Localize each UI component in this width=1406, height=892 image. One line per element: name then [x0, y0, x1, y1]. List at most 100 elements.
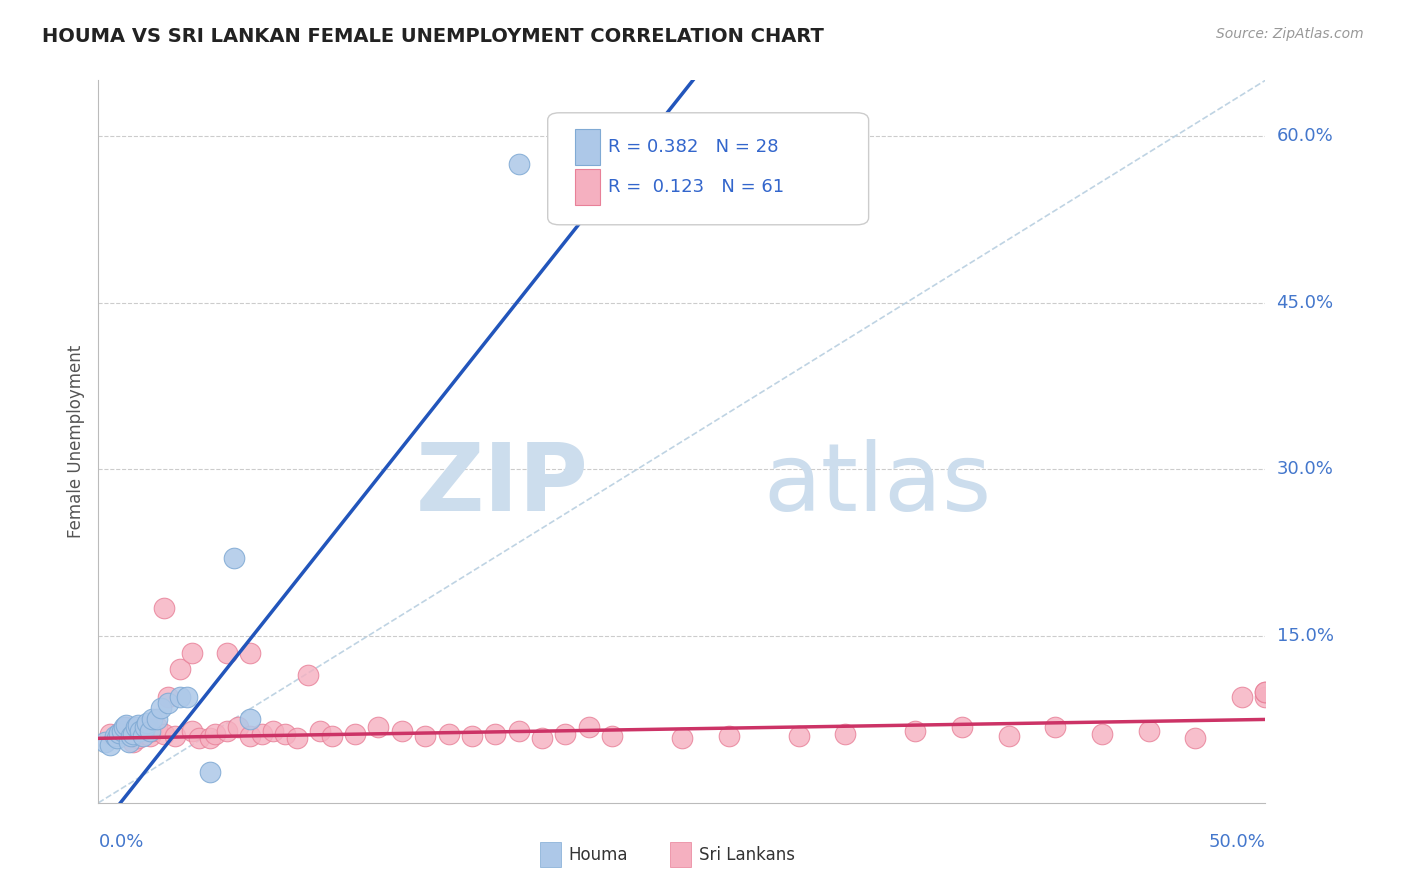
Point	[239, 729, 262, 743]
Point	[122, 734, 145, 748]
Point	[169, 690, 191, 705]
Point	[239, 713, 262, 727]
Point	[997, 729, 1019, 743]
Text: HOUMA VS SRI LANKAN FEMALE UNEMPLOYMENT CORRELATION CHART: HOUMA VS SRI LANKAN FEMALE UNEMPLOYMENT …	[42, 27, 824, 45]
Point	[484, 727, 506, 741]
Point	[129, 723, 152, 738]
Point	[787, 729, 810, 743]
Point	[1254, 690, 1277, 705]
Point	[413, 729, 436, 743]
Point	[204, 727, 226, 741]
Point	[127, 718, 149, 732]
FancyBboxPatch shape	[575, 128, 600, 165]
Point	[134, 727, 156, 741]
Point	[578, 720, 600, 734]
Point	[127, 731, 149, 746]
Point	[717, 729, 740, 743]
Point	[1230, 690, 1253, 705]
Point	[125, 720, 148, 734]
Point	[1091, 727, 1114, 741]
Y-axis label: Female Unemployment: Female Unemployment	[66, 345, 84, 538]
Point	[152, 727, 174, 741]
Point	[321, 729, 343, 743]
Point	[215, 646, 238, 660]
Text: atlas: atlas	[763, 439, 991, 531]
Point	[141, 723, 163, 738]
Point	[437, 727, 460, 741]
Point	[105, 731, 128, 746]
Point	[118, 734, 141, 748]
Text: 50.0%: 50.0%	[1209, 833, 1265, 851]
Point	[132, 720, 155, 734]
Point	[285, 731, 308, 746]
Point	[180, 723, 202, 738]
Point	[239, 646, 262, 660]
Point	[134, 720, 156, 734]
Point	[139, 729, 162, 743]
Text: Source: ZipAtlas.com: Source: ZipAtlas.com	[1216, 27, 1364, 41]
Text: Sri Lankans: Sri Lankans	[699, 846, 796, 863]
Text: 60.0%: 60.0%	[1277, 127, 1333, 145]
Point	[98, 727, 121, 741]
Point	[152, 601, 174, 615]
Point	[262, 723, 284, 738]
Point	[150, 701, 173, 715]
Point	[105, 729, 128, 743]
Point	[180, 646, 202, 660]
Point	[111, 723, 134, 738]
Point	[157, 690, 180, 705]
Point	[215, 723, 238, 738]
Point	[146, 713, 169, 727]
Point	[250, 727, 273, 741]
Point	[165, 729, 187, 743]
Point	[136, 715, 159, 730]
Point	[111, 723, 134, 738]
Text: 15.0%: 15.0%	[1277, 627, 1333, 645]
Point	[950, 720, 973, 734]
Point	[157, 696, 180, 710]
Point	[222, 551, 245, 566]
Point	[187, 731, 209, 746]
FancyBboxPatch shape	[548, 112, 869, 225]
Point	[228, 720, 250, 734]
Point	[508, 723, 530, 738]
Point	[600, 729, 623, 743]
Point	[530, 731, 553, 746]
Text: Houma: Houma	[568, 846, 628, 863]
Text: R =  0.123   N = 61: R = 0.123 N = 61	[609, 178, 785, 196]
Point	[200, 731, 222, 746]
FancyBboxPatch shape	[575, 169, 600, 205]
Point	[94, 734, 117, 748]
Text: R = 0.382   N = 28: R = 0.382 N = 28	[609, 137, 779, 156]
Point	[132, 729, 155, 743]
Point	[115, 718, 138, 732]
Point	[274, 727, 297, 741]
Point	[391, 723, 413, 738]
Point	[98, 738, 121, 752]
Point	[344, 727, 367, 741]
Point	[176, 690, 198, 705]
Point	[904, 723, 927, 738]
Point	[309, 723, 332, 738]
Point	[671, 731, 693, 746]
FancyBboxPatch shape	[671, 842, 692, 867]
Point	[834, 727, 856, 741]
FancyBboxPatch shape	[540, 842, 561, 867]
Text: 0.0%: 0.0%	[98, 833, 143, 851]
Point	[139, 723, 162, 738]
Point	[112, 720, 135, 734]
Point	[1137, 723, 1160, 738]
Point	[1254, 684, 1277, 698]
Point	[461, 729, 484, 743]
Point	[297, 668, 319, 682]
Point	[169, 662, 191, 676]
Text: ZIP: ZIP	[416, 439, 589, 531]
Point	[1045, 720, 1067, 734]
Point	[115, 720, 138, 734]
Text: 45.0%: 45.0%	[1277, 293, 1334, 311]
Point	[1184, 731, 1206, 746]
Point	[508, 156, 530, 170]
Point	[200, 764, 222, 779]
Point	[129, 723, 152, 738]
Point	[554, 727, 576, 741]
